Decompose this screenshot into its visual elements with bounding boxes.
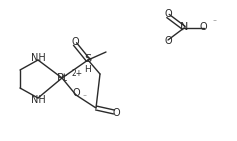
Text: ⁻: ⁻ xyxy=(212,17,216,27)
Text: O: O xyxy=(112,108,120,118)
Text: O: O xyxy=(164,36,172,46)
Text: O: O xyxy=(71,37,79,47)
Text: NH: NH xyxy=(31,53,45,63)
Text: NH: NH xyxy=(31,95,45,105)
Text: ⁻: ⁻ xyxy=(82,92,86,102)
Text: N: N xyxy=(180,22,188,32)
Text: Pt: Pt xyxy=(56,73,68,83)
Text: O: O xyxy=(164,9,172,19)
Text: O: O xyxy=(199,22,207,32)
Text: O: O xyxy=(72,88,80,98)
Text: 2+: 2+ xyxy=(72,69,83,78)
Text: H: H xyxy=(85,64,91,73)
Text: S: S xyxy=(84,54,91,64)
